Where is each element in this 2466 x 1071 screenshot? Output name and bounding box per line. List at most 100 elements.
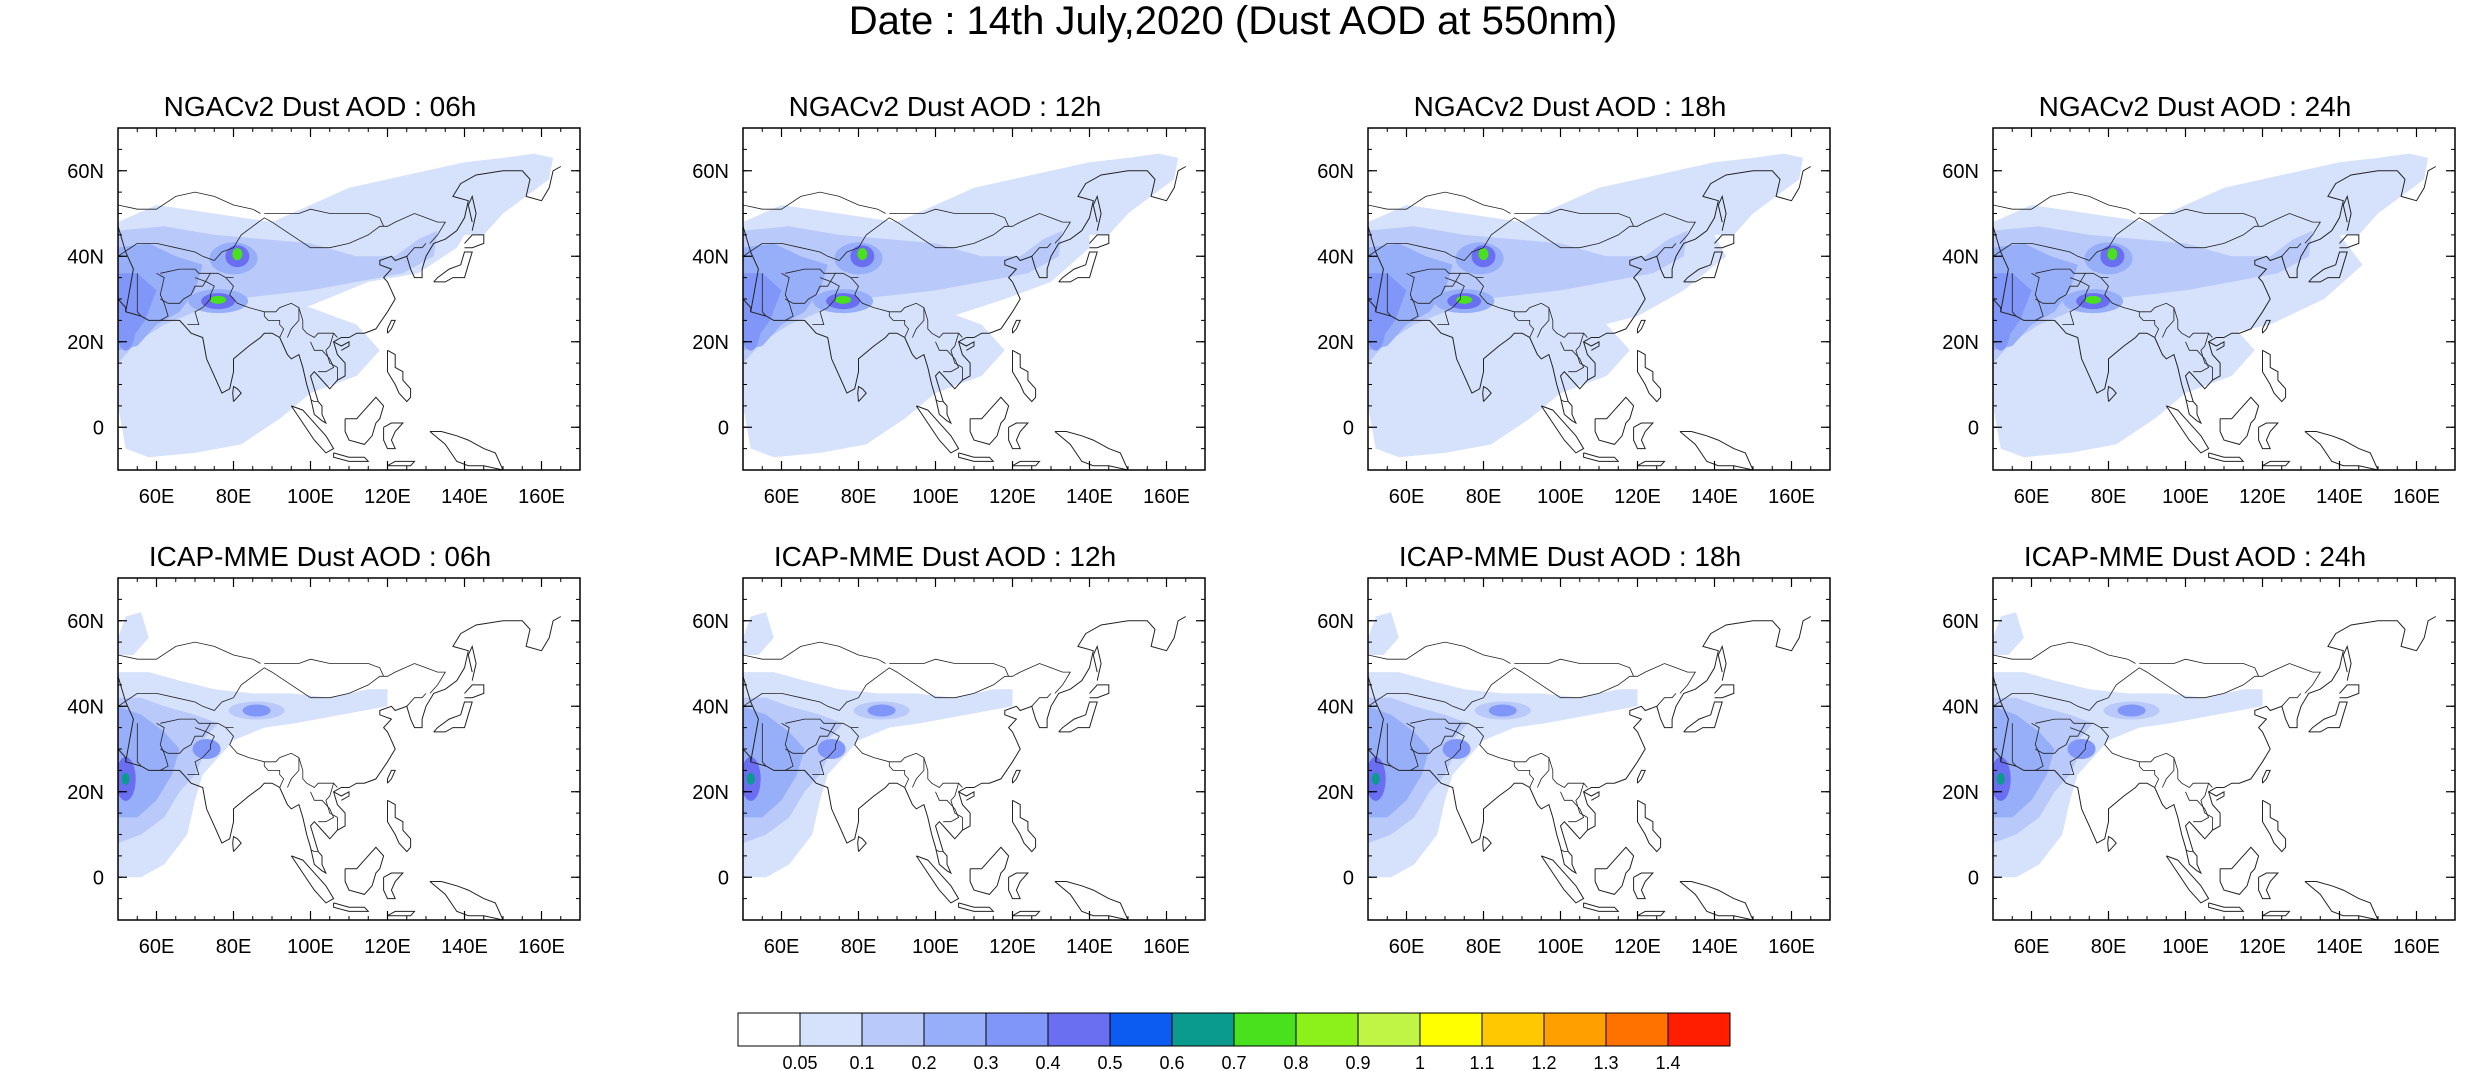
dust-field-very-low-south xyxy=(118,290,380,458)
country-border xyxy=(950,333,963,381)
coastline xyxy=(2258,872,2280,900)
coastline xyxy=(232,835,242,852)
country-border xyxy=(225,277,338,339)
dust-hotspot-taklimakan-peak xyxy=(232,248,243,261)
coastline xyxy=(2342,644,2352,681)
colorbar-label: 0.5 xyxy=(1097,1053,1122,1071)
coastline xyxy=(2262,460,2291,467)
colorbar-box xyxy=(1047,1012,1111,1047)
lon-tick-label: 60E xyxy=(2014,936,2050,958)
country-border xyxy=(1993,213,2322,261)
dust-hotspot-thar xyxy=(817,739,846,759)
country-border xyxy=(2185,341,2210,373)
country-border xyxy=(310,399,319,403)
country-border xyxy=(888,311,910,338)
coastline xyxy=(958,902,995,912)
country-border xyxy=(1656,243,1677,257)
country-border xyxy=(1460,722,1484,729)
dust-hotspot-arabia-peak xyxy=(1996,772,2005,785)
lon-tick-label: 140E xyxy=(441,486,488,508)
map-plot: 60E 80E 100E 120E 140E 160E 60N 40N 20N 0 xyxy=(692,127,1206,508)
country-border xyxy=(287,757,300,788)
lon-tick-label: 60E xyxy=(139,936,175,958)
country-border xyxy=(761,723,767,767)
coastline xyxy=(2107,385,2117,402)
lat-tick-label: 20N xyxy=(1942,332,1979,354)
coastline xyxy=(387,460,416,467)
colorbar-label: 0.6 xyxy=(1159,1053,1184,1071)
coastline xyxy=(2304,431,2379,470)
coastline xyxy=(1012,349,1037,403)
map-panel-icap-mme-18h: ICAP-MME Dust AOD : 18h 60E 80E 100E 120E 140… xyxy=(1310,540,1831,976)
country-border xyxy=(118,191,261,214)
lat-tick-label: 20N xyxy=(1317,332,1354,354)
country-border xyxy=(2035,268,2087,304)
coastline xyxy=(857,385,867,402)
country-border xyxy=(136,273,142,317)
coastline xyxy=(2165,855,2210,904)
country-border xyxy=(781,272,794,321)
coastline xyxy=(1368,298,1377,312)
country-border xyxy=(263,761,285,788)
lon-tick-label: 140E xyxy=(1066,936,1113,958)
country-border xyxy=(325,333,338,381)
country-border xyxy=(935,791,960,823)
coastline xyxy=(1676,469,1723,470)
coastline xyxy=(915,405,960,454)
colorbar-label: 0.2 xyxy=(911,1053,936,1071)
coastline xyxy=(1540,405,1585,454)
coastline xyxy=(1482,385,1492,402)
colorbar-box xyxy=(1295,1012,1359,1047)
dust-aod-field xyxy=(1993,153,2429,458)
lon-tick-label: 120E xyxy=(1614,936,1661,958)
map-panel-icap-mme-12h: ICAP-MME Dust AOD : 12h 60E 80E 100E 120E 140… xyxy=(685,540,1206,976)
country-border xyxy=(406,243,427,257)
panel-title: ICAP-MME Dust AOD : 06h xyxy=(148,541,492,572)
coastline xyxy=(333,790,350,801)
dust-hotspot-thar-peak xyxy=(210,295,227,304)
country-border xyxy=(2139,658,2259,677)
coastline xyxy=(958,452,995,462)
lat-tick-label: 0 xyxy=(1343,417,1354,439)
lon-tick-label: 100E xyxy=(1537,486,1584,508)
lon-tick-label: 80E xyxy=(1466,936,1502,958)
colorbar-label: 0.4 xyxy=(1035,1053,1060,1071)
coastline xyxy=(464,234,485,249)
map-plot: 60E 80E 100E 120E 140E 160E 60N 40N 20N 0 xyxy=(67,127,581,508)
coastline xyxy=(333,902,370,912)
coastlines xyxy=(118,616,562,920)
lat-tick-label: 40N xyxy=(692,246,729,268)
country-border xyxy=(187,727,215,776)
coastline xyxy=(426,919,473,920)
country-border xyxy=(888,761,910,788)
lon-tick-label: 160E xyxy=(518,486,565,508)
coastline xyxy=(1717,194,1727,231)
country-border xyxy=(812,727,840,776)
map-plot: 60E 80E 100E 120E 140E 160E 60N 40N 20N 0 xyxy=(1942,127,2456,508)
coastline xyxy=(958,340,975,351)
coastline xyxy=(1993,616,2437,875)
coastline xyxy=(2165,405,2210,454)
dust-field-north xyxy=(1368,612,1399,655)
coastline xyxy=(118,298,127,312)
coastline xyxy=(290,855,335,904)
coastline xyxy=(1054,881,1129,920)
country-border xyxy=(118,641,261,664)
dust-hotspot-thar xyxy=(2067,739,2096,759)
coastline xyxy=(2262,349,2287,403)
coastline xyxy=(2339,684,2360,699)
lon-tick-label: 120E xyxy=(989,936,1036,958)
country-border xyxy=(264,658,384,677)
lat-tick-label: 60N xyxy=(67,611,104,633)
dust-hotspot-taklimakan-peak xyxy=(2107,248,2118,261)
country-border xyxy=(2281,243,2302,257)
panel-title: ICAP-MME Dust AOD : 18h xyxy=(1398,541,1742,572)
lon-tick-label: 100E xyxy=(912,936,959,958)
country-border xyxy=(1537,757,1550,788)
lat-tick-label: 0 xyxy=(718,417,729,439)
dust-aod-field xyxy=(1368,153,1804,458)
coastlines xyxy=(1993,166,2437,470)
coastlines xyxy=(1368,166,1812,470)
coastline xyxy=(467,194,477,231)
lon-tick-label: 100E xyxy=(912,486,959,508)
